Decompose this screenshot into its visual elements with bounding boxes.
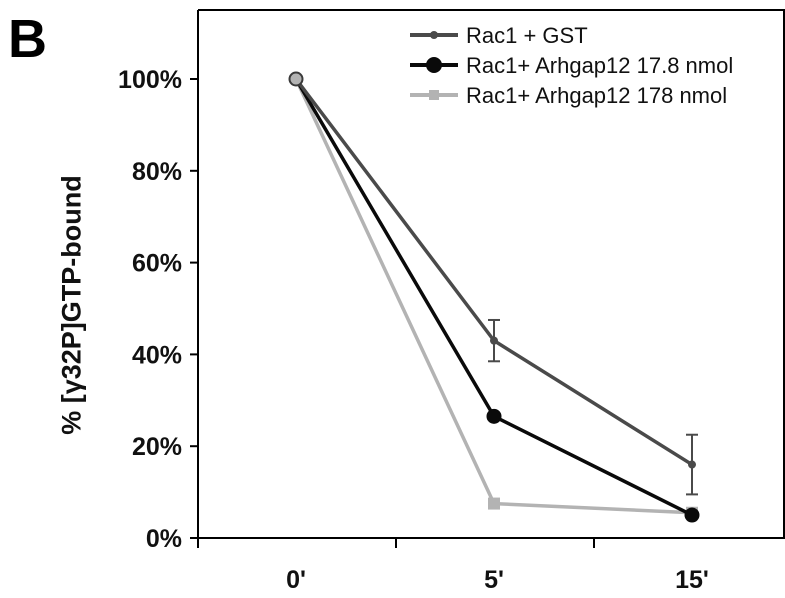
series-3 <box>294 78 698 519</box>
y-tick-label: 20% <box>132 433 182 461</box>
x-tick-label: 0' <box>286 566 306 594</box>
series-2 <box>294 78 700 523</box>
legend-label: Rac1+ Arhgap12 178 nmol <box>466 83 727 108</box>
panel-label: B <box>8 9 47 69</box>
axes: 0% 20% 40% 60% 80% 100% 0' 5' 15' <box>118 9 785 594</box>
x-tick-label: 15' <box>675 566 709 594</box>
data-point <box>490 336 498 345</box>
data-point-start <box>288 71 304 87</box>
data-point <box>684 507 700 523</box>
y-tick-label: 100% <box>118 66 182 94</box>
x-tick-label: 5' <box>484 566 504 594</box>
series-line <box>294 77 693 467</box>
legend-label: Rac1 + GST <box>466 23 588 48</box>
y-tick-label: 60% <box>132 250 182 278</box>
y-tick-label: 80% <box>132 158 182 186</box>
legend-entry: Rac1+ Arhgap12 178 nmol <box>410 83 727 108</box>
data-point <box>688 460 696 469</box>
legend-entry: Rac1+ Arhgap12 17.8 nmol <box>410 53 733 78</box>
y-tick-label: 40% <box>132 341 182 369</box>
legend-marker <box>430 31 438 39</box>
legend-marker <box>429 90 439 100</box>
series-1 <box>294 77 698 496</box>
data-point <box>488 497 500 510</box>
series-line <box>294 78 693 517</box>
data-point <box>486 408 502 424</box>
y-tick-label: 0% <box>146 525 182 553</box>
legend-entry: Rac1 + GST <box>410 23 588 48</box>
legend: Rac1 + GST Rac1+ Arhgap12 17.8 nmol Rac1+ … <box>410 23 733 108</box>
legend-marker <box>426 57 442 73</box>
legend-label: Rac1+ Arhgap12 17.8 nmol <box>466 53 733 78</box>
series-line <box>294 78 693 515</box>
series-layer <box>288 71 700 523</box>
